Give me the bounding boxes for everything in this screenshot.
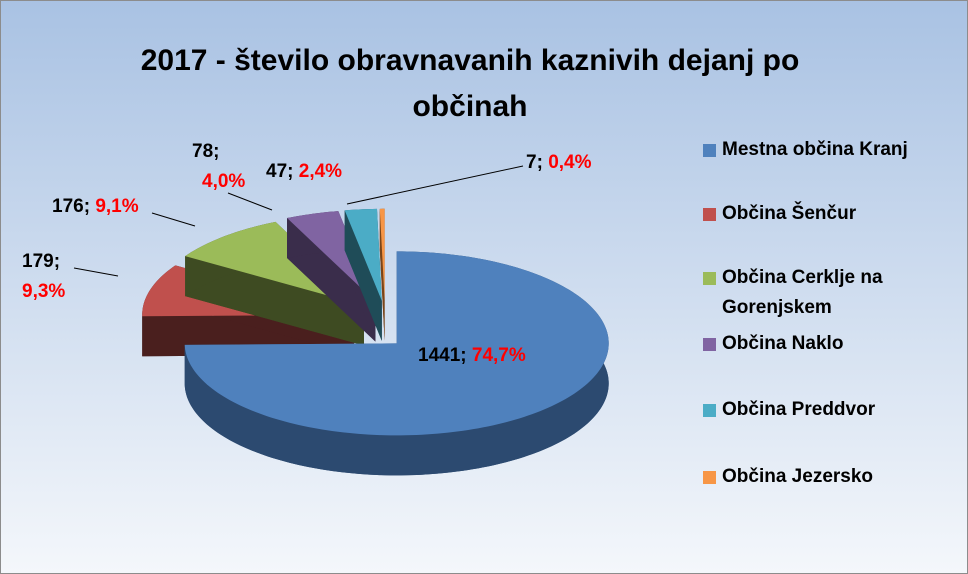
slice-side — [185, 256, 364, 346]
label-separator: ; — [460, 345, 472, 366]
slice-top — [287, 211, 376, 302]
leader-line — [151, 212, 196, 227]
legend-item: Občina Naklo — [700, 329, 955, 359]
label-value: 179 — [22, 251, 54, 272]
label-separator: ; — [213, 141, 225, 162]
legend-label: Občina Šenčur — [722, 203, 857, 224]
pie-slice — [184, 251, 609, 476]
label-separator: ; — [84, 196, 96, 217]
legend-swatch — [703, 338, 716, 351]
data-label: 179; 9,3% — [22, 251, 65, 302]
legend-label: Občina Cerklje na Gorenjskem — [722, 267, 883, 318]
label-separator: ; — [537, 152, 549, 173]
label-value: 176 — [52, 196, 84, 217]
label-separator: ; — [287, 161, 299, 182]
leader-line — [346, 165, 524, 205]
slice-top — [344, 208, 382, 301]
slice-top — [184, 251, 609, 436]
legend-swatch — [703, 471, 716, 484]
label-value: 1441 — [418, 345, 461, 366]
legend-swatch — [703, 144, 716, 157]
pie-slice — [344, 208, 382, 341]
pie — [142, 208, 609, 476]
legend-swatch — [703, 208, 716, 221]
legend-item: Občina Cerklje na Gorenjskem — [700, 263, 955, 323]
slice-top — [379, 208, 385, 301]
legend-label: Mestna občina Kranj — [722, 139, 908, 160]
label-value: 47 — [266, 161, 287, 182]
legend-swatch — [703, 404, 716, 417]
label-percent: 9,1% — [95, 196, 138, 217]
data-label: 7; 0,4% — [526, 152, 592, 173]
chart-title: 2017 - število obravnavanih kaznivih dej… — [140, 44, 800, 123]
label-percent: 74,7% — [472, 345, 526, 366]
legend-item: Mestna občina Kranj — [700, 135, 955, 165]
label-percent: 0,4% — [548, 152, 591, 173]
legend-swatch — [703, 272, 716, 285]
label-percent: 2,4% — [299, 161, 342, 182]
leader-line — [73, 267, 119, 277]
legend-item: Občina Šenčur — [700, 199, 955, 229]
label-percent: 4,0% — [202, 171, 245, 192]
data-label: 176; 9,1% — [52, 196, 139, 217]
label-percent: 9,3% — [22, 281, 65, 302]
legend-item: Občina Jezersko — [700, 462, 955, 492]
legend-label: Občina Preddvor — [722, 399, 876, 420]
data-labels: 1441; 74,7% 179; 9,3% 176; 9,1% 78; 4,0% 47;… — [22, 141, 592, 366]
legend-item: Občina Preddvor — [700, 395, 955, 425]
pie-slice — [379, 208, 385, 341]
data-label: 1441; 74,7% — [418, 345, 526, 366]
label-value: 7 — [526, 152, 537, 173]
legend-label: Občina Jezersko — [722, 466, 874, 487]
legend-label: Občina Naklo — [722, 333, 844, 354]
data-label: 47; 2,4% — [266, 161, 342, 182]
label-value: 78 — [192, 141, 213, 162]
data-label: 78; 4,0% — [192, 141, 245, 192]
label-separator: ; — [54, 251, 66, 272]
leader-line — [227, 192, 273, 211]
